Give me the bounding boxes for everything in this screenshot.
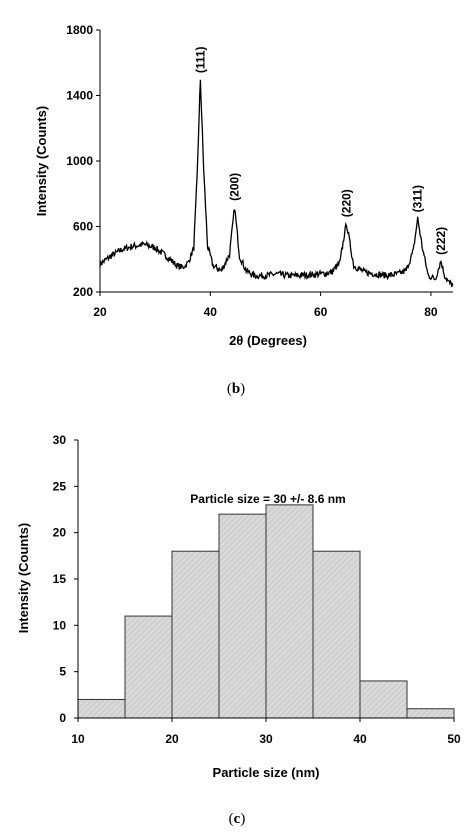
histogram-chart: 0 5 10 15 20 25 30 10 20 30 40 50 Particle size = … xyxy=(16,433,461,780)
histogram-bar xyxy=(406,708,455,719)
histogram-x-tick-label: 40 xyxy=(353,732,367,746)
histogram-y-tick-label: 0 xyxy=(59,711,66,725)
xrd-x-tick-label: 40 xyxy=(204,305,218,319)
histogram-x-axis: 10 20 30 40 50 xyxy=(71,718,461,746)
xrd-chart: 200 600 1000 1400 1800 20 40 60 80 (111) (200) (2… xyxy=(34,23,454,348)
histogram-y-axis: 0 5 10 15 20 25 30 xyxy=(53,433,78,725)
xrd-peak-label: (200) xyxy=(228,173,242,201)
histogram-bar xyxy=(218,513,267,719)
xrd-x-tick-label: 80 xyxy=(424,305,438,319)
histogram-x-tick-label: 20 xyxy=(165,732,179,746)
histogram-bar xyxy=(265,504,314,719)
histogram-bar xyxy=(124,615,173,719)
xrd-peak-label: (222) xyxy=(434,227,448,255)
xrd-y-axis-title: Intensity (Counts) xyxy=(34,106,49,217)
xrd-x-axis: 20 40 60 80 xyxy=(93,292,438,319)
xrd-plot-frame xyxy=(99,30,453,293)
xrd-y-axis: 200 600 1000 1400 1800 xyxy=(66,23,100,299)
xrd-y-tick-label: 1400 xyxy=(66,89,93,103)
histogram-bar xyxy=(359,680,408,719)
xrd-y-tick-label: 1000 xyxy=(66,154,93,168)
histogram-x-tick-label: 30 xyxy=(259,732,273,746)
xrd-y-tick-label: 600 xyxy=(73,220,93,234)
histogram-bar xyxy=(77,698,126,719)
histogram-y-axis-title: Intensity (Counts) xyxy=(16,523,31,634)
histogram-y-tick-label: 5 xyxy=(59,665,66,679)
xrd-y-tick-label: 1800 xyxy=(66,23,93,37)
xrd-peak-label: (311) xyxy=(411,185,425,212)
xrd-x-axis-title: 2θ (Degrees) xyxy=(229,333,307,348)
histogram-x-tick-label: 10 xyxy=(71,732,85,746)
histogram-bar xyxy=(171,550,220,719)
histogram-y-tick-label: 25 xyxy=(53,479,67,493)
histogram-bars xyxy=(77,504,455,719)
histogram-x-axis-title: Particle size (nm) xyxy=(213,765,320,780)
panel-label-b: (b) xyxy=(227,381,245,397)
histogram-y-tick-label: 20 xyxy=(53,526,67,540)
xrd-peak-labels: (111) (200) (220) (311) (222) xyxy=(193,46,447,254)
particle-size-annotation: Particle size = 30 +/- 8.6 nm xyxy=(190,492,345,506)
histogram-x-tick-label: 50 xyxy=(447,732,461,746)
xrd-x-tick-label: 20 xyxy=(93,305,107,319)
xrd-peak-label: (220) xyxy=(340,189,354,217)
xrd-peak-label: (111) xyxy=(193,46,207,73)
xrd-x-tick-label: 60 xyxy=(314,305,328,319)
histogram-y-tick-label: 10 xyxy=(53,618,67,632)
histogram-y-tick-label: 30 xyxy=(53,433,67,447)
histogram-y-tick-label: 15 xyxy=(53,572,67,586)
panel-label-c: (c) xyxy=(229,811,246,827)
histogram-bar xyxy=(312,550,361,719)
xrd-y-tick-label: 200 xyxy=(73,285,93,299)
xrd-pattern-line xyxy=(99,79,454,288)
